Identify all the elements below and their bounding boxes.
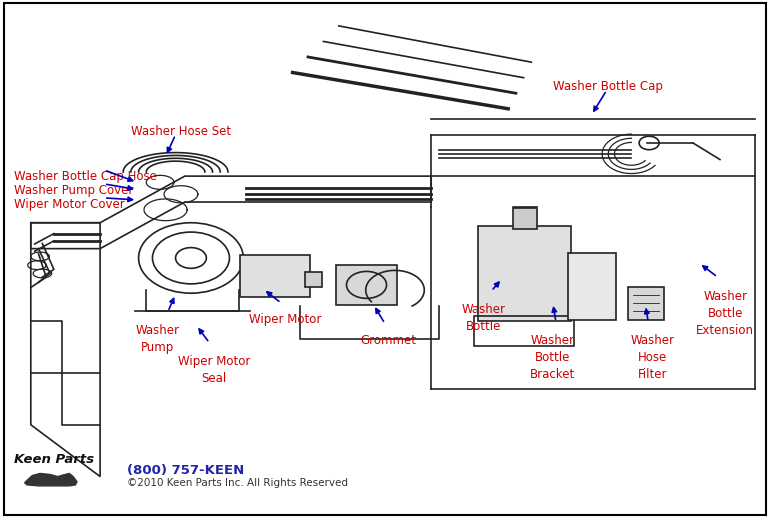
Text: Washer
Bottle: Washer Bottle: [461, 303, 506, 333]
Text: ©2010 Keen Parts Inc. All Rights Reserved: ©2010 Keen Parts Inc. All Rights Reserve…: [127, 478, 348, 488]
Text: Keen Parts: Keen Parts: [14, 453, 94, 467]
FancyBboxPatch shape: [478, 226, 571, 321]
FancyBboxPatch shape: [336, 265, 397, 305]
Text: Washer Bottle Cap: Washer Bottle Cap: [554, 80, 663, 93]
Text: Washer
Bottle
Bracket: Washer Bottle Bracket: [531, 334, 575, 381]
FancyBboxPatch shape: [240, 255, 310, 297]
FancyBboxPatch shape: [628, 287, 664, 320]
Text: Washer Hose Set: Washer Hose Set: [131, 125, 231, 138]
Polygon shape: [25, 473, 77, 486]
Text: Washer
Bottle
Extension: Washer Bottle Extension: [696, 290, 755, 337]
Text: Wiper Motor
Seal: Wiper Motor Seal: [178, 355, 250, 385]
Text: Washer Bottle Cap Hose: Washer Bottle Cap Hose: [14, 170, 157, 183]
Text: Washer Pump Cover: Washer Pump Cover: [14, 184, 133, 197]
FancyBboxPatch shape: [305, 272, 322, 287]
Text: Washer
Hose
Filter: Washer Hose Filter: [631, 334, 675, 381]
Text: Washer
Pump: Washer Pump: [136, 324, 180, 354]
FancyBboxPatch shape: [568, 253, 616, 320]
Text: (800) 757-KEEN: (800) 757-KEEN: [127, 464, 244, 477]
Text: Wiper Motor Cover: Wiper Motor Cover: [14, 198, 125, 211]
Text: Grommet: Grommet: [361, 334, 417, 347]
FancyBboxPatch shape: [513, 207, 537, 229]
Text: Wiper Motor: Wiper Motor: [249, 313, 321, 326]
